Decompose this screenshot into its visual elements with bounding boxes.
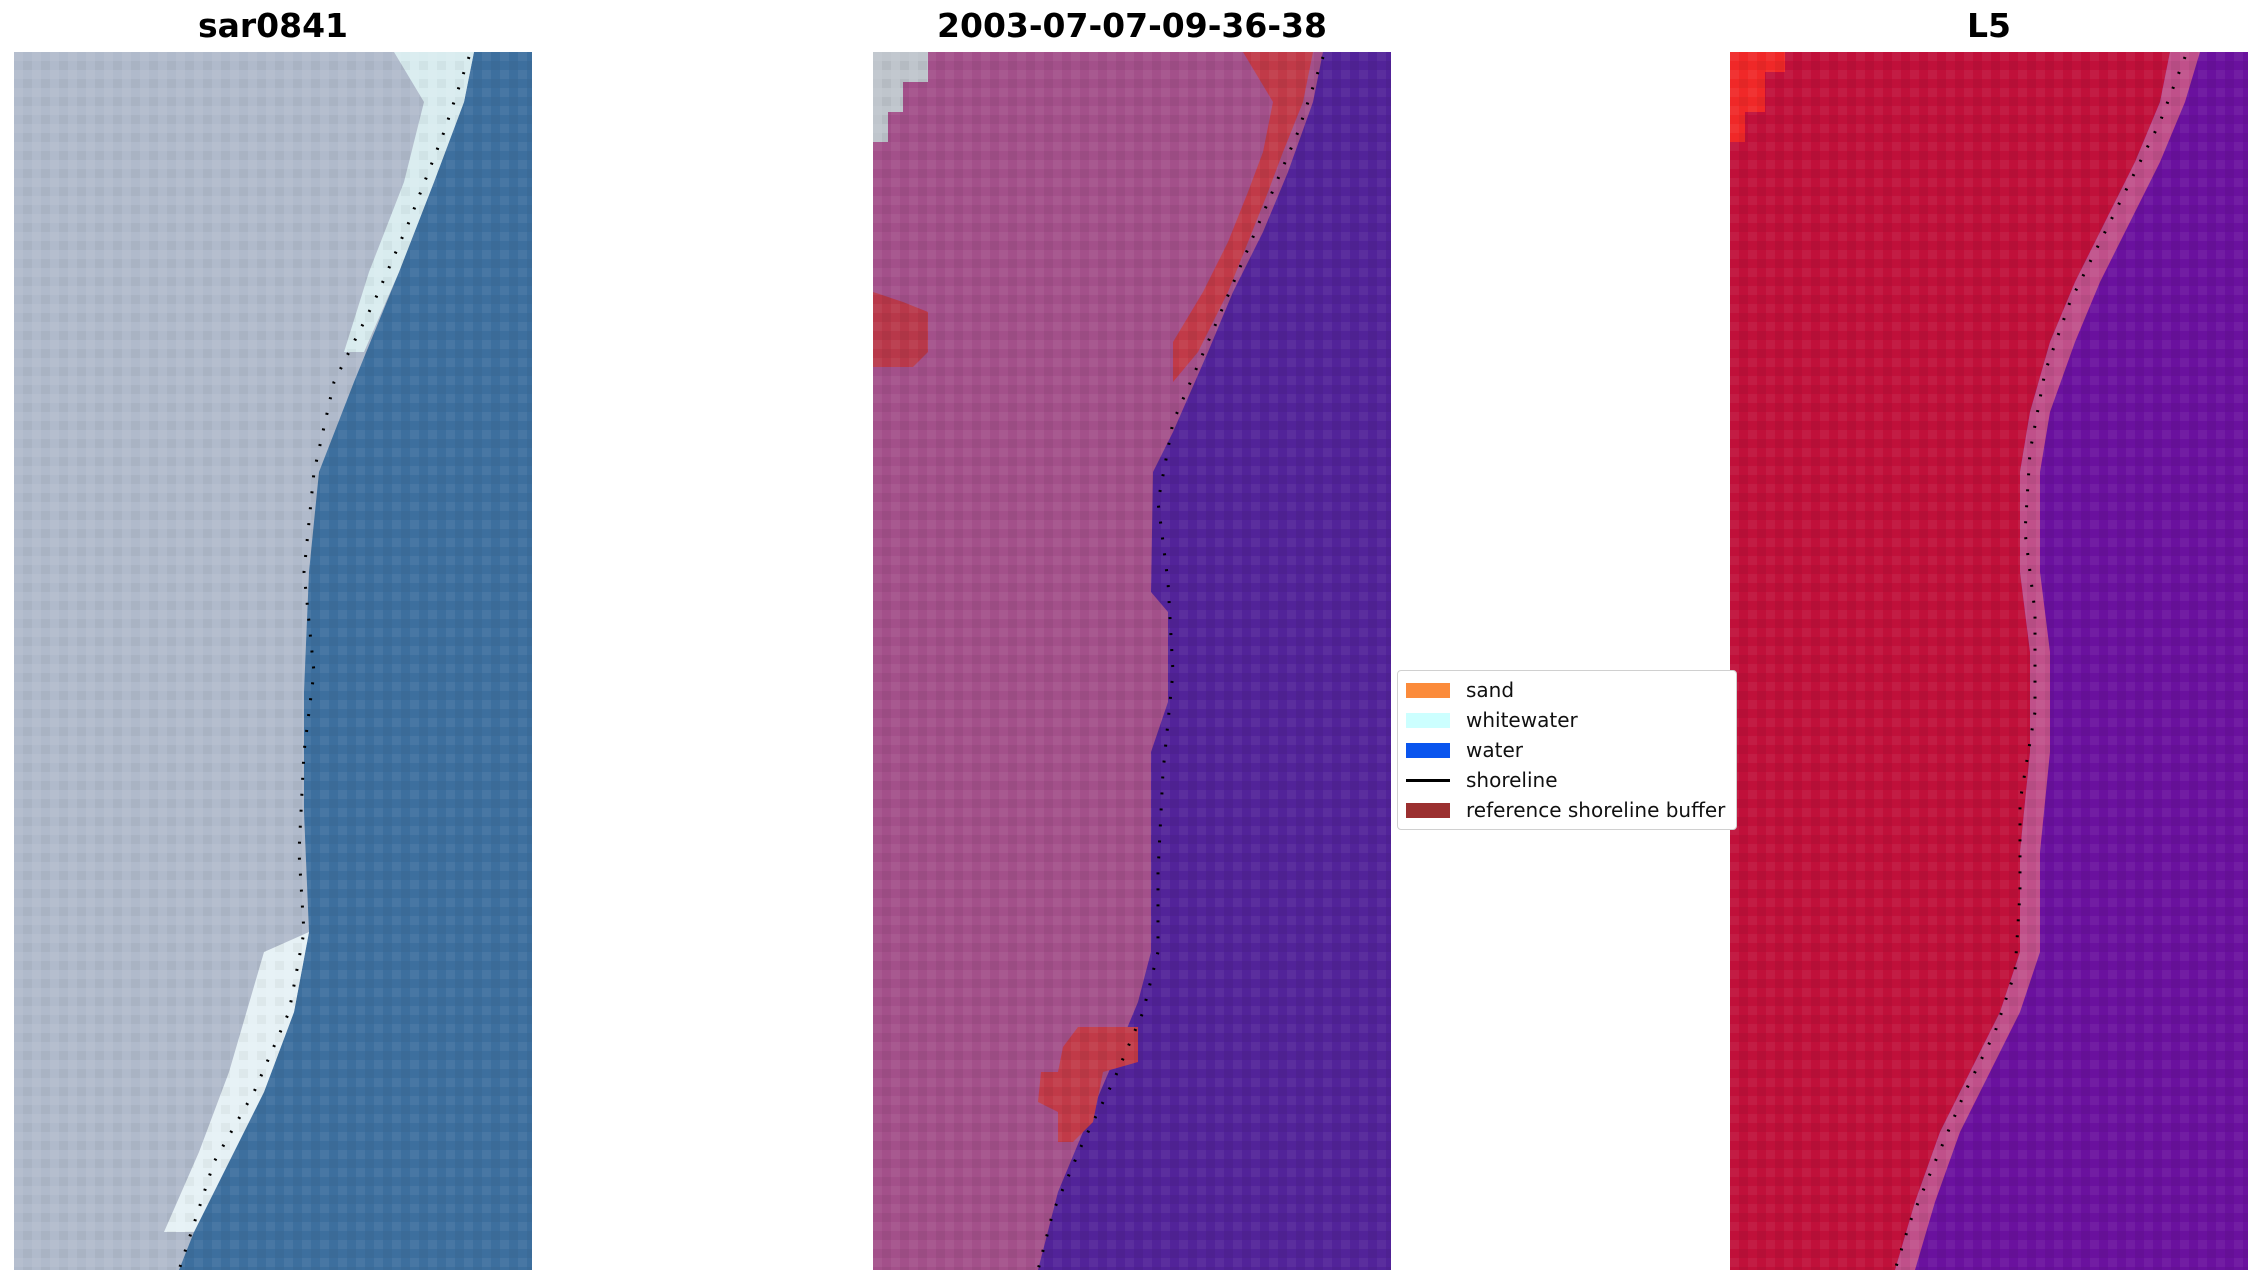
legend-label-reference-buffer: reference shoreline buffer bbox=[1466, 798, 1726, 822]
water-swatch bbox=[1406, 742, 1450, 758]
legend: sand whitewater water shoreline referenc… bbox=[1397, 670, 1737, 830]
legend-item-reference-buffer: reference shoreline buffer bbox=[1406, 797, 1725, 823]
index-image-panel bbox=[1730, 52, 2248, 1270]
whitewater-swatch bbox=[1406, 712, 1450, 728]
legend-label-water: water bbox=[1466, 738, 1523, 762]
legend-item-whitewater: whitewater bbox=[1406, 707, 1578, 733]
shoreline bbox=[1893, 56, 2187, 1270]
rgb-panel-title: sar0841 bbox=[197, 6, 349, 45]
false-color-image-panel bbox=[873, 52, 1391, 1270]
sand-swatch bbox=[1406, 682, 1450, 698]
legend-label-sand: sand bbox=[1466, 678, 1515, 702]
legend-label-shoreline: shoreline bbox=[1466, 768, 1558, 792]
reference-buffer-swatch bbox=[1406, 802, 1450, 818]
false-color-satellite-image bbox=[873, 52, 1391, 1270]
index-panel-title: L5 bbox=[1967, 6, 2011, 45]
rgb-image-panel bbox=[14, 52, 532, 1270]
legend-label-whitewater: whitewater bbox=[1466, 708, 1578, 732]
index-satellite-image bbox=[1730, 52, 2248, 1270]
legend-item-sand: sand bbox=[1406, 677, 1514, 703]
rgb-satellite-image bbox=[14, 52, 532, 1270]
legend-item-shoreline: shoreline bbox=[1406, 767, 1558, 793]
legend-item-water: water bbox=[1406, 737, 1523, 763]
false-color-panel-title: 2003-07-07-09-36-38 bbox=[937, 6, 1327, 45]
shoreline-line-swatch bbox=[1406, 778, 1450, 782]
